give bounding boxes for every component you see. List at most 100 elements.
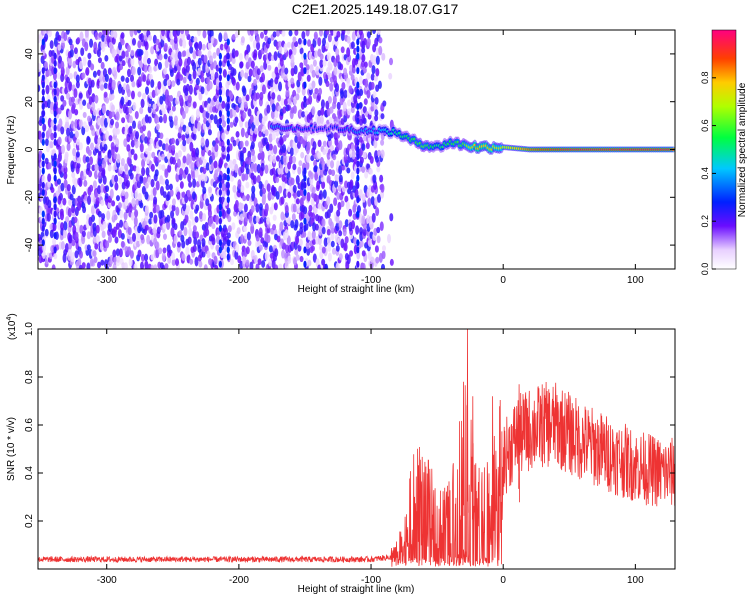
noise-streak-cell bbox=[226, 246, 230, 254]
noise-cell bbox=[66, 76, 71, 84]
noise-cell bbox=[361, 143, 366, 151]
noise-cell bbox=[128, 115, 133, 124]
spectrogram-x-ticks: -300 -200 -100 0 100 bbox=[97, 30, 644, 286]
noise-cell bbox=[294, 40, 299, 48]
noise-cell bbox=[275, 191, 280, 200]
noise-cell bbox=[192, 133, 197, 141]
noise-cell bbox=[124, 197, 129, 207]
snr-y-multiplier-base: (x10 bbox=[7, 320, 18, 340]
noise-streak-cell bbox=[218, 81, 222, 89]
noise-cell bbox=[137, 30, 142, 34]
noise-cell bbox=[153, 221, 158, 229]
noise-cell bbox=[150, 264, 155, 269]
noise-cell bbox=[279, 221, 284, 232]
noise-cell bbox=[244, 121, 249, 129]
noise-streak-cell bbox=[226, 74, 230, 82]
noise-cell bbox=[187, 219, 192, 229]
noise-streak-cell bbox=[303, 260, 307, 268]
svg-text:(x104): (x104) bbox=[6, 313, 18, 340]
noise-cell bbox=[226, 232, 231, 239]
noise-cell bbox=[100, 61, 105, 70]
noise-cell bbox=[120, 75, 125, 82]
noise-cell bbox=[317, 37, 322, 47]
noise-cell bbox=[124, 163, 129, 172]
noise-cell bbox=[64, 151, 69, 159]
noise-cell bbox=[162, 233, 167, 240]
noise-streak-cell bbox=[356, 181, 360, 189]
noise-cell bbox=[103, 117, 108, 128]
noise-cell bbox=[373, 75, 378, 82]
noise-cell bbox=[245, 94, 250, 102]
noise-cell bbox=[381, 250, 386, 260]
noise-cell bbox=[103, 82, 108, 89]
noise-streak-cell bbox=[53, 95, 57, 103]
noise-cell bbox=[271, 71, 276, 79]
noise-cell bbox=[131, 197, 136, 208]
noise-streak-cell bbox=[41, 210, 45, 218]
noise-cell bbox=[171, 105, 176, 112]
noise-cell bbox=[290, 54, 295, 64]
noise-cell bbox=[140, 98, 145, 108]
noise-cell bbox=[92, 250, 97, 257]
noise-cell bbox=[234, 116, 239, 124]
noise-cell bbox=[341, 82, 346, 90]
noise-cell bbox=[144, 260, 149, 269]
noise-cell bbox=[292, 184, 297, 193]
noise-cell bbox=[307, 39, 312, 47]
spectrogram-x-label: Height of straight line (km) bbox=[298, 284, 415, 295]
noise-cell bbox=[104, 155, 109, 163]
noise-cell bbox=[375, 256, 380, 264]
noise-cell bbox=[297, 37, 302, 45]
noise-cell bbox=[209, 105, 214, 113]
noise-cell bbox=[190, 162, 195, 172]
noise-cell bbox=[85, 156, 90, 163]
noise-cell bbox=[86, 136, 91, 144]
noise-cell bbox=[376, 30, 381, 36]
noise-cell bbox=[282, 106, 287, 114]
noise-cell bbox=[66, 142, 71, 152]
noise-cell bbox=[237, 96, 242, 104]
noise-cell bbox=[282, 154, 287, 163]
noise-cell bbox=[338, 220, 343, 229]
noise-cell bbox=[364, 78, 369, 88]
noise-streak-cell bbox=[303, 67, 307, 75]
noise-streak-cell bbox=[53, 88, 57, 96]
noise-cell bbox=[127, 226, 132, 236]
noise-cell bbox=[338, 165, 343, 175]
noise-cell bbox=[121, 60, 126, 67]
noise-cell bbox=[152, 207, 157, 214]
noise-streak-cell bbox=[218, 239, 222, 247]
spectrogram-y-ticks: -40 -20 0 20 40 bbox=[24, 48, 675, 252]
noise-cell bbox=[171, 144, 176, 151]
noise-cell bbox=[111, 79, 116, 88]
noise-cell bbox=[326, 158, 331, 168]
noise-cell bbox=[359, 88, 364, 96]
noise-cell bbox=[237, 179, 242, 189]
noise-cell bbox=[78, 60, 83, 70]
noise-cell bbox=[296, 79, 301, 88]
noise-cell bbox=[348, 208, 353, 217]
noise-cell bbox=[327, 61, 332, 69]
noise-cell bbox=[44, 138, 49, 147]
noise-cell bbox=[351, 220, 356, 230]
noise-cell bbox=[156, 226, 161, 234]
noise-cell bbox=[332, 30, 337, 37]
noise-cell bbox=[188, 84, 193, 95]
noise-cell bbox=[114, 182, 119, 191]
noise-cell bbox=[145, 167, 150, 176]
noise-cell bbox=[167, 164, 172, 173]
noise-cell bbox=[346, 47, 351, 58]
noise-cell bbox=[62, 99, 67, 107]
noise-cell bbox=[359, 227, 364, 235]
noise-cell bbox=[185, 64, 190, 73]
noise-cell bbox=[58, 118, 63, 129]
noise-cell bbox=[296, 204, 301, 214]
noise-streak-cell bbox=[356, 246, 360, 254]
noise-cell bbox=[141, 166, 146, 177]
noise-cell bbox=[292, 156, 297, 164]
noise-cell bbox=[377, 149, 382, 157]
noise-cell bbox=[313, 159, 318, 167]
noise-cell bbox=[349, 179, 354, 189]
noise-cell bbox=[328, 168, 333, 176]
noise-cell bbox=[371, 212, 376, 223]
